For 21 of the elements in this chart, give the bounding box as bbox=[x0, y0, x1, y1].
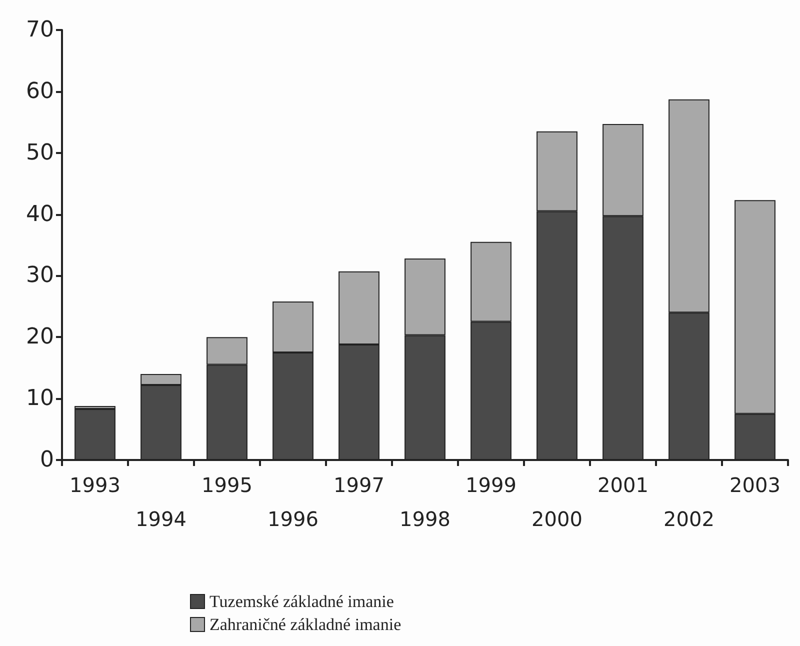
x-tick-label: 2000 bbox=[532, 507, 582, 531]
y-tick-label: 10 bbox=[26, 386, 54, 412]
x-tick-label: 1994 bbox=[136, 507, 186, 531]
x-tick-label: 1997 bbox=[334, 473, 384, 497]
y-tick-label: 30 bbox=[26, 263, 54, 288]
x-tick-label: 2002 bbox=[664, 507, 714, 531]
x-tick-label: 1993 bbox=[70, 473, 120, 497]
x-tick-label: 1995 bbox=[202, 473, 252, 497]
x-tick-label: 2001 bbox=[598, 473, 648, 497]
x-tick-label: 1998 bbox=[400, 507, 450, 531]
x-tick-label: 1999 bbox=[466, 473, 516, 497]
legend-label: Tuzemské základné imanie bbox=[210, 592, 394, 611]
y-tick-label: 60 bbox=[26, 78, 54, 104]
y-tick-label: 20 bbox=[26, 324, 54, 350]
y-tick-label: 50 bbox=[26, 140, 54, 166]
legend-label: Zahraničné základné imanie bbox=[210, 615, 402, 634]
y-tick-label: 0 bbox=[40, 448, 54, 472]
y-tick-label: 40 bbox=[26, 202, 54, 227]
y-tick-label: 70 bbox=[26, 18, 54, 42]
x-tick-label: 2003 bbox=[730, 473, 780, 497]
x-tick-label: 1996 bbox=[268, 507, 318, 531]
